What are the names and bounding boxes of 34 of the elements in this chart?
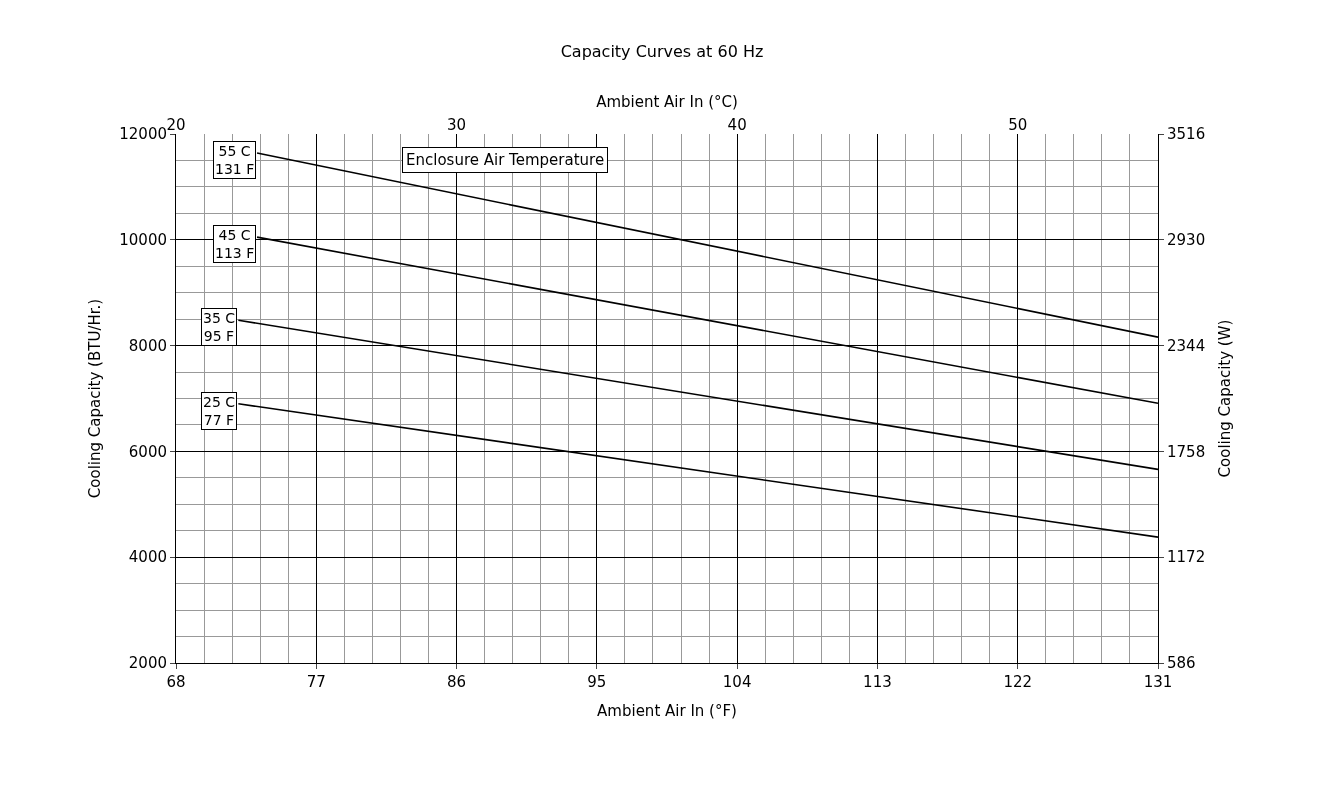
x2-tick-label: 50 <box>1008 116 1028 134</box>
y2-tick-label: 586 <box>1167 654 1196 673</box>
y2-tick-label: 2344 <box>1167 336 1206 355</box>
chart-title: Capacity Curves at 60 Hz <box>560 41 764 61</box>
series-label: 25 C 77 F <box>203 394 236 429</box>
series-label: 55 C 131 F <box>215 143 255 178</box>
series-label: 45 C 113 F <box>215 227 255 262</box>
y-tick-label: 2000 <box>128 654 167 673</box>
y-axis-title: Cooling Capacity (BTU/Hr.) <box>85 298 104 499</box>
y-tick-label: 10000 <box>119 231 167 250</box>
y-tick-label: 6000 <box>128 442 167 461</box>
x2-tick-label: 20 <box>166 116 186 134</box>
x-tick-label: 131 <box>1143 673 1173 691</box>
y2-tick-label: 2930 <box>1167 231 1206 250</box>
y-tick-label: 4000 <box>128 548 167 567</box>
x2-tick-label: 30 <box>447 116 467 134</box>
x-axis-title: Ambient Air In (°F) <box>597 702 737 720</box>
x-tick-label: 86 <box>447 673 467 691</box>
annotation: Enclosure Air Temperature <box>406 151 605 169</box>
x-tick-label: 104 <box>722 673 752 691</box>
y2-tick-label: 3516 <box>1167 125 1206 144</box>
x-tick-label: 113 <box>863 673 892 691</box>
y2-tick-label: 1758 <box>1167 442 1206 461</box>
x-tick-label: 95 <box>587 673 607 691</box>
y-tick-label: 12000 <box>119 125 167 144</box>
x-tick-label: 68 <box>166 673 186 691</box>
x-tick-label: 122 <box>1003 673 1033 691</box>
series-label: 35 C 95 F <box>203 310 236 345</box>
x2-tick-label: 40 <box>727 116 747 134</box>
y2-axis-title: Cooling Capacity (W) <box>1216 319 1235 478</box>
y-tick-label: 8000 <box>128 336 167 355</box>
x2-axis-title: Ambient Air In (°C) <box>596 93 738 112</box>
x-tick-label: 77 <box>306 673 326 691</box>
y2-tick-label: 1172 <box>1167 548 1206 567</box>
